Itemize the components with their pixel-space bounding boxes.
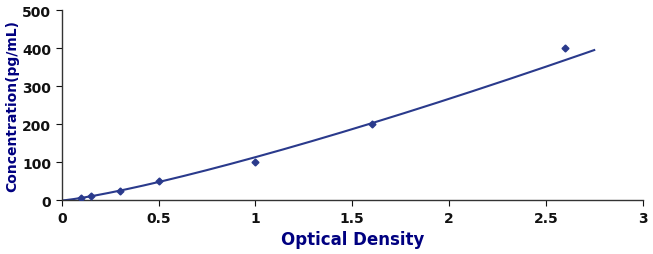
X-axis label: Optical Density: Optical Density [281, 231, 424, 248]
Y-axis label: Concentration(pg/mL): Concentration(pg/mL) [6, 20, 20, 192]
